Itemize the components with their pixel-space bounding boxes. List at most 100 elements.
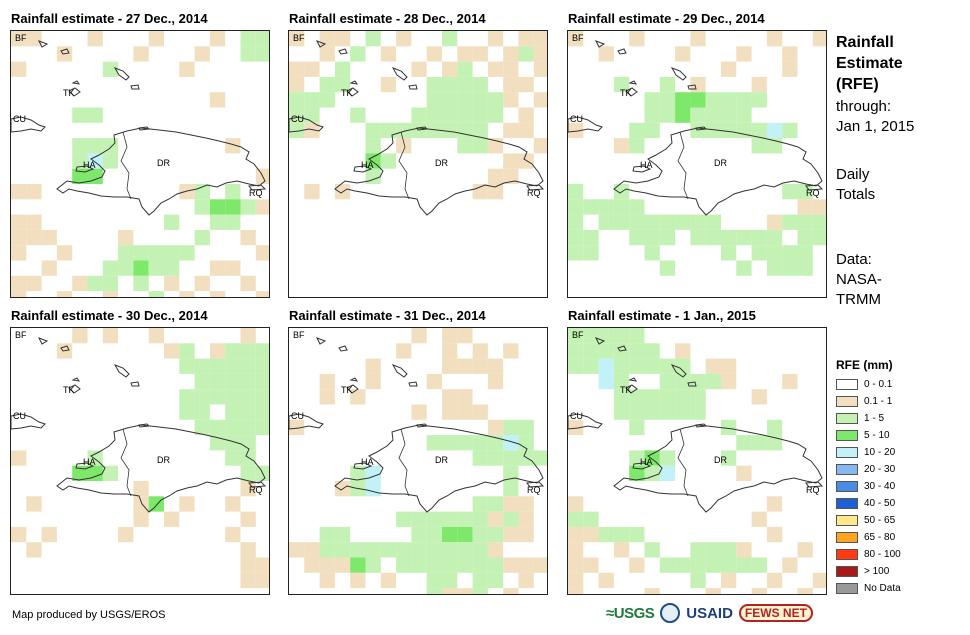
rainfall-cell bbox=[675, 46, 691, 62]
rainfall-cell bbox=[487, 557, 504, 573]
map-label-bf: BF bbox=[572, 330, 584, 340]
rainfall-cell bbox=[304, 107, 320, 123]
rainfall-cell bbox=[518, 31, 534, 47]
rainfall-cell bbox=[503, 76, 519, 93]
hispaniola-outline bbox=[334, 127, 544, 216]
rainfall-cell bbox=[319, 373, 335, 390]
map-label-tk: TK bbox=[620, 88, 632, 98]
rainfall-cell bbox=[411, 404, 427, 420]
gonave-island-outline bbox=[353, 462, 373, 470]
rainfall-cell bbox=[209, 291, 226, 297]
rainfall-cell bbox=[568, 526, 584, 543]
rainfall-cell bbox=[503, 122, 519, 139]
rainfall-cell bbox=[148, 291, 164, 297]
rainfall-cell bbox=[644, 229, 660, 246]
rainfall-cell bbox=[487, 358, 504, 374]
rainfall-cell bbox=[411, 107, 427, 123]
rainfall-cell bbox=[118, 526, 134, 543]
rainfall-cell bbox=[613, 76, 630, 93]
rainfall-cell bbox=[209, 343, 226, 359]
rainfall-cell bbox=[598, 343, 614, 359]
rainfall-cell bbox=[442, 122, 458, 139]
through-date: through: Jan 1, 2015 bbox=[836, 97, 956, 137]
rainfall-cell bbox=[411, 526, 427, 543]
rainfall-cell bbox=[675, 214, 691, 230]
puerto-rico-outline bbox=[805, 481, 824, 488]
map-label-rq: RQ bbox=[806, 485, 820, 495]
rainfall-cell bbox=[518, 46, 534, 62]
rainfall-cell bbox=[644, 465, 660, 481]
rainfall-cell bbox=[426, 526, 442, 543]
rainfall-cell bbox=[255, 404, 269, 420]
rainfall-cell bbox=[472, 76, 488, 93]
rainfall-cell bbox=[225, 450, 241, 466]
rainfall-cell bbox=[690, 214, 706, 230]
rainfall-cell bbox=[690, 76, 706, 93]
rainfall-cell bbox=[442, 511, 458, 527]
rainfall-cell bbox=[304, 557, 320, 573]
legend-item: 50 - 65 bbox=[836, 512, 901, 529]
rainfall-cell bbox=[411, 61, 427, 77]
panel-title-5: Rainfall estimate - 31 Dec., 2014 bbox=[289, 308, 486, 323]
rainfall-cell bbox=[751, 245, 767, 261]
rainfall-cell bbox=[503, 153, 519, 169]
bahamas-outline bbox=[315, 337, 418, 387]
rainfall-cell bbox=[72, 275, 88, 292]
rainfall-cell bbox=[457, 122, 473, 139]
map-label-bf: BF bbox=[15, 330, 27, 340]
rainfall-cell bbox=[56, 245, 73, 261]
map-label-ha: HA bbox=[640, 457, 653, 467]
rainfall-cell bbox=[705, 358, 721, 374]
rainfall-cell bbox=[782, 557, 798, 573]
rainfall-cell bbox=[442, 107, 458, 123]
rainfall-cell bbox=[194, 46, 210, 62]
rainfall-cell bbox=[11, 61, 27, 77]
rainfall-cell bbox=[568, 199, 584, 215]
rainfall-cell bbox=[225, 526, 241, 543]
rainfall-cell bbox=[503, 465, 519, 481]
rainfall-cell bbox=[240, 328, 256, 344]
rainfall-cell bbox=[659, 107, 676, 123]
legend: 0 - 0.1 0.1 - 1 1 - 5 5 - 10 10 - 20 20 - 30 3… bbox=[836, 376, 901, 597]
legend-swatch bbox=[836, 447, 858, 458]
map-label-bf: BF bbox=[293, 330, 305, 340]
rainfall-cell bbox=[797, 214, 813, 230]
rainfall-cell bbox=[568, 229, 584, 246]
rainfall-cell bbox=[659, 229, 676, 246]
rainfall-cell bbox=[164, 214, 180, 230]
rainfall-cell bbox=[487, 168, 504, 184]
rainfall-cell bbox=[487, 31, 504, 47]
rainfall-cell bbox=[472, 122, 488, 139]
rainfall-cell bbox=[194, 229, 210, 246]
map-label-rq: RQ bbox=[527, 188, 541, 198]
rainfall-cell bbox=[87, 31, 103, 47]
rainfall-cell bbox=[629, 419, 645, 436]
data-line: NASA- bbox=[836, 271, 882, 288]
legend-item: 30 - 40 bbox=[836, 478, 901, 495]
rainfall-cell bbox=[598, 328, 614, 344]
map-label-rq: RQ bbox=[249, 188, 263, 198]
rainfall-cell bbox=[782, 260, 798, 276]
side-title: Rainfall Estimate (RFE) bbox=[836, 32, 956, 95]
rainfall-cell bbox=[705, 122, 721, 139]
rainfall-cell bbox=[629, 229, 645, 246]
rainfall-cell bbox=[426, 588, 442, 594]
rainfall-cell bbox=[179, 291, 195, 297]
rainfall-cell bbox=[629, 199, 645, 215]
rainfall-cell bbox=[225, 343, 241, 359]
rainfall-cell bbox=[487, 107, 504, 123]
turks-caicos-outline bbox=[68, 377, 81, 394]
rainfall-cell bbox=[225, 138, 241, 154]
rainfall-cell bbox=[365, 465, 381, 481]
rainfall-cell bbox=[629, 404, 645, 420]
rainfall-cell bbox=[518, 511, 534, 527]
map-label-tk: TK bbox=[63, 385, 75, 395]
rainfall-cell bbox=[766, 214, 783, 230]
map-label-ha: HA bbox=[83, 160, 96, 170]
rainfall-cell bbox=[690, 572, 706, 589]
rainfall-cell bbox=[583, 229, 599, 246]
rainfall-cell bbox=[568, 557, 584, 573]
rainfall-cell bbox=[319, 572, 335, 589]
rainfall-cell bbox=[797, 588, 813, 594]
rainfall-cell bbox=[411, 328, 427, 344]
